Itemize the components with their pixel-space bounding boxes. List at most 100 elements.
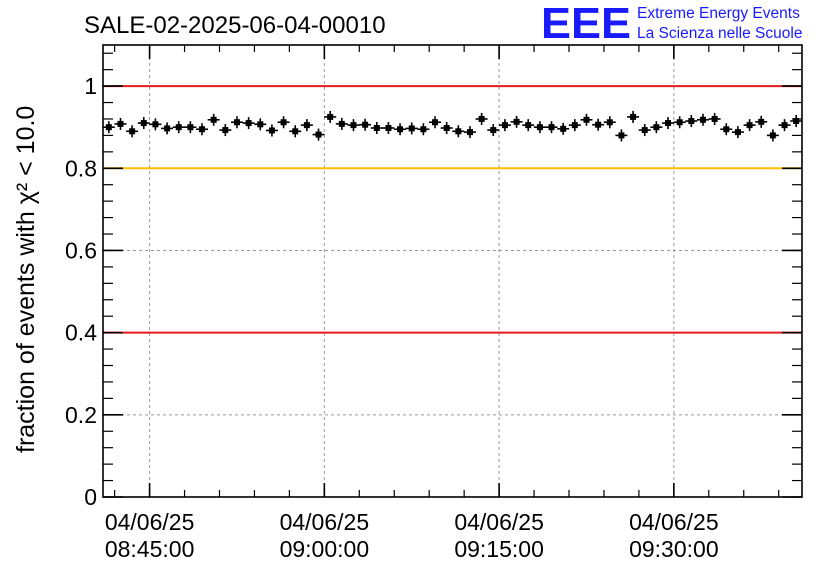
x-tick-label-time: 08:45:00 [105,536,195,562]
data-point [137,117,150,130]
point-marker [560,125,567,132]
data-point [219,124,232,137]
data-point [568,119,581,132]
point-marker [350,122,357,129]
point-marker [408,125,415,132]
data-point [510,115,523,128]
y-axis-label: fraction of events with χ² < 10.0 [12,106,40,453]
data-point [627,110,640,123]
data-point [230,116,243,129]
grid-layer [103,45,802,497]
data-point [731,126,744,139]
data-point [778,119,791,132]
point-marker [268,127,275,134]
data-point [184,121,197,134]
logo-line-1: Extreme Energy Events [637,5,800,22]
data-point [277,116,290,129]
point-marker [292,128,299,135]
data-point [650,121,663,134]
point-marker [466,129,473,136]
point-marker [175,124,182,131]
point-marker [210,116,217,123]
data-point [335,117,348,130]
point-marker [665,120,672,127]
logo-line-2: La Scienza nelle Scuole [637,25,802,42]
data-point [533,121,546,134]
data-point [324,110,337,123]
data-point [161,122,174,135]
y-tick-label: 0.8 [65,155,97,181]
point-marker [513,118,520,125]
data-point [580,113,593,126]
data-points [102,110,803,142]
data-point [603,116,616,129]
point-marker [641,127,648,134]
data-point [196,123,209,136]
point-marker [595,121,602,128]
point-marker [315,131,322,138]
data-point [417,123,430,136]
data-point [638,124,651,137]
point-marker [338,120,345,127]
point-marker [362,121,369,128]
x-tick-label-time: 09:15:00 [454,536,544,562]
point-marker [222,127,229,134]
data-point [114,117,127,130]
point-marker [233,119,240,126]
point-marker [758,118,765,125]
point-marker [571,122,578,129]
point-marker [303,122,310,129]
point-marker [455,128,462,135]
point-marker [478,115,485,122]
data-point [475,112,488,125]
data-point [242,117,255,130]
point-marker [420,126,427,133]
data-point [207,113,220,126]
data-point [312,128,325,141]
data-point [254,118,267,131]
data-point [382,122,395,135]
point-marker [373,125,380,132]
point-marker [630,113,637,120]
point-marker [152,121,159,128]
data-point [720,123,733,136]
x-tick-label-time: 09:00:00 [280,536,370,562]
data-point [498,119,511,132]
data-point [289,125,302,138]
data-point [405,122,418,135]
x-tick-label-date: 04/06/25 [105,509,195,535]
logo-mark: EEE [541,0,631,48]
point-marker [129,128,136,135]
point-marker [583,116,590,123]
point-marker [769,132,776,139]
data-point [394,123,407,136]
data-point [743,119,756,132]
data-point [545,121,558,134]
point-marker [327,113,334,120]
data-point [429,116,442,129]
point-marker [490,127,497,134]
reference-lines [103,85,802,334]
axis-ticks [103,45,802,498]
data-point [592,118,605,131]
data-point [440,122,453,135]
data-point [463,126,476,139]
y-tick-label: 0.2 [65,402,97,428]
point-marker [199,126,206,133]
data-point [557,122,570,135]
y-tick-label: 0.6 [65,237,97,263]
point-marker [723,126,730,133]
point-marker [688,118,695,125]
data-point [522,119,535,132]
point-marker [781,122,788,129]
data-point [265,124,278,137]
data-point [755,115,768,128]
plot-frame [102,44,803,498]
point-marker [746,122,753,129]
data-point [370,122,383,135]
x-tick-label-date: 04/06/25 [280,509,370,535]
point-marker [397,126,404,133]
data-point [766,129,779,142]
data-point [708,112,721,125]
